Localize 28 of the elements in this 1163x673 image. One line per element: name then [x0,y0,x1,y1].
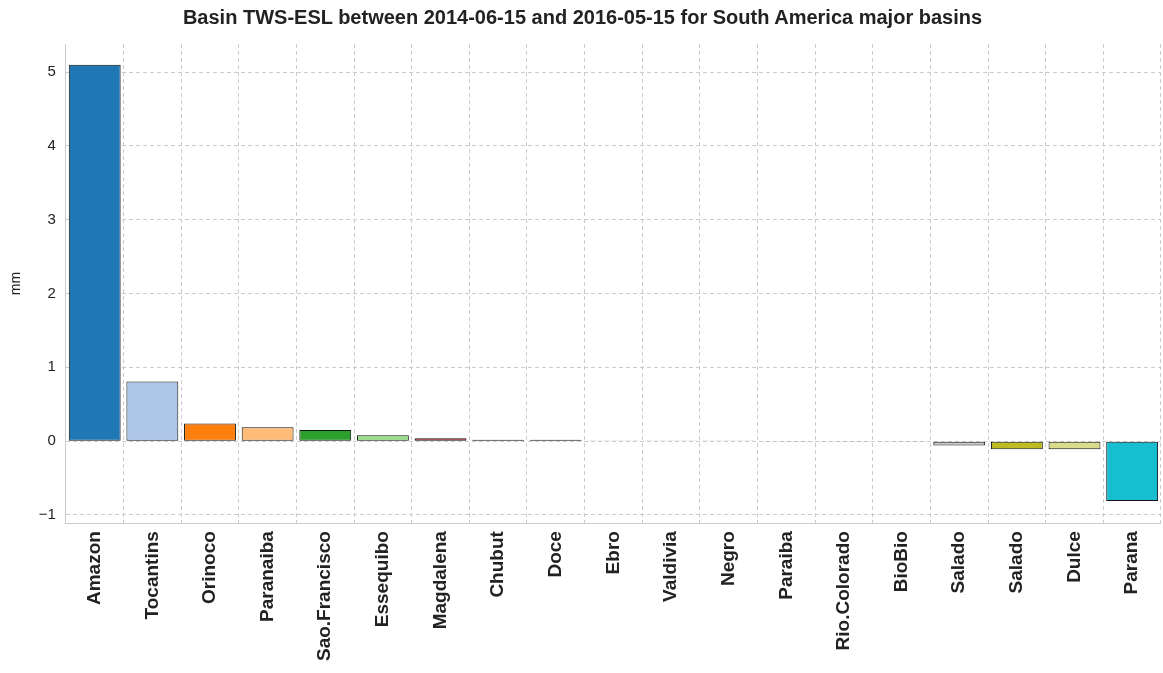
y-tick-label: −1 [38,505,56,523]
x-tick-label: Negro [716,531,738,587]
x-tick-label: Rio.Colorado [832,531,854,651]
x-tick-label: Dulce [1062,531,1084,583]
y-tick-label: 5 [47,62,56,80]
y-tick-label: 2 [47,283,56,301]
x-tick-label: Orinoco [198,531,220,604]
y-axis-title: mm [7,271,24,296]
x-tick-label: Ebro [601,531,623,575]
x-tick-label: BioBio [889,531,911,593]
x-tick-label: Doce [544,531,566,578]
y-tick-label: 0 [47,431,56,449]
x-tick-label: Magdalena [428,530,450,630]
x-tick-label: Parana [1120,530,1142,595]
y-tick-label: 4 [47,136,56,154]
x-tick-label: Salado [947,531,969,594]
x-tick-label: Paraiba [774,530,796,600]
x-tick-label: Sao.Francisco [313,531,335,662]
x-tick-label: Paranaiba [255,530,277,622]
y-tick-label: 3 [47,209,56,227]
x-tick-label: Tocantins [140,531,162,620]
y-tick-label: 1 [47,357,56,375]
x-tick-label: Amazon [82,531,104,606]
chart-title: Basin TWS-ESL between 2014-06-15 and 2016-05-15 for South America major basins [182,5,983,28]
x-tick-label: Essequibo [371,531,393,628]
x-tick-label: Salado [1005,531,1027,594]
x-tick-label: Chubut [486,530,508,598]
x-tick-label: Valdivia [659,530,681,602]
